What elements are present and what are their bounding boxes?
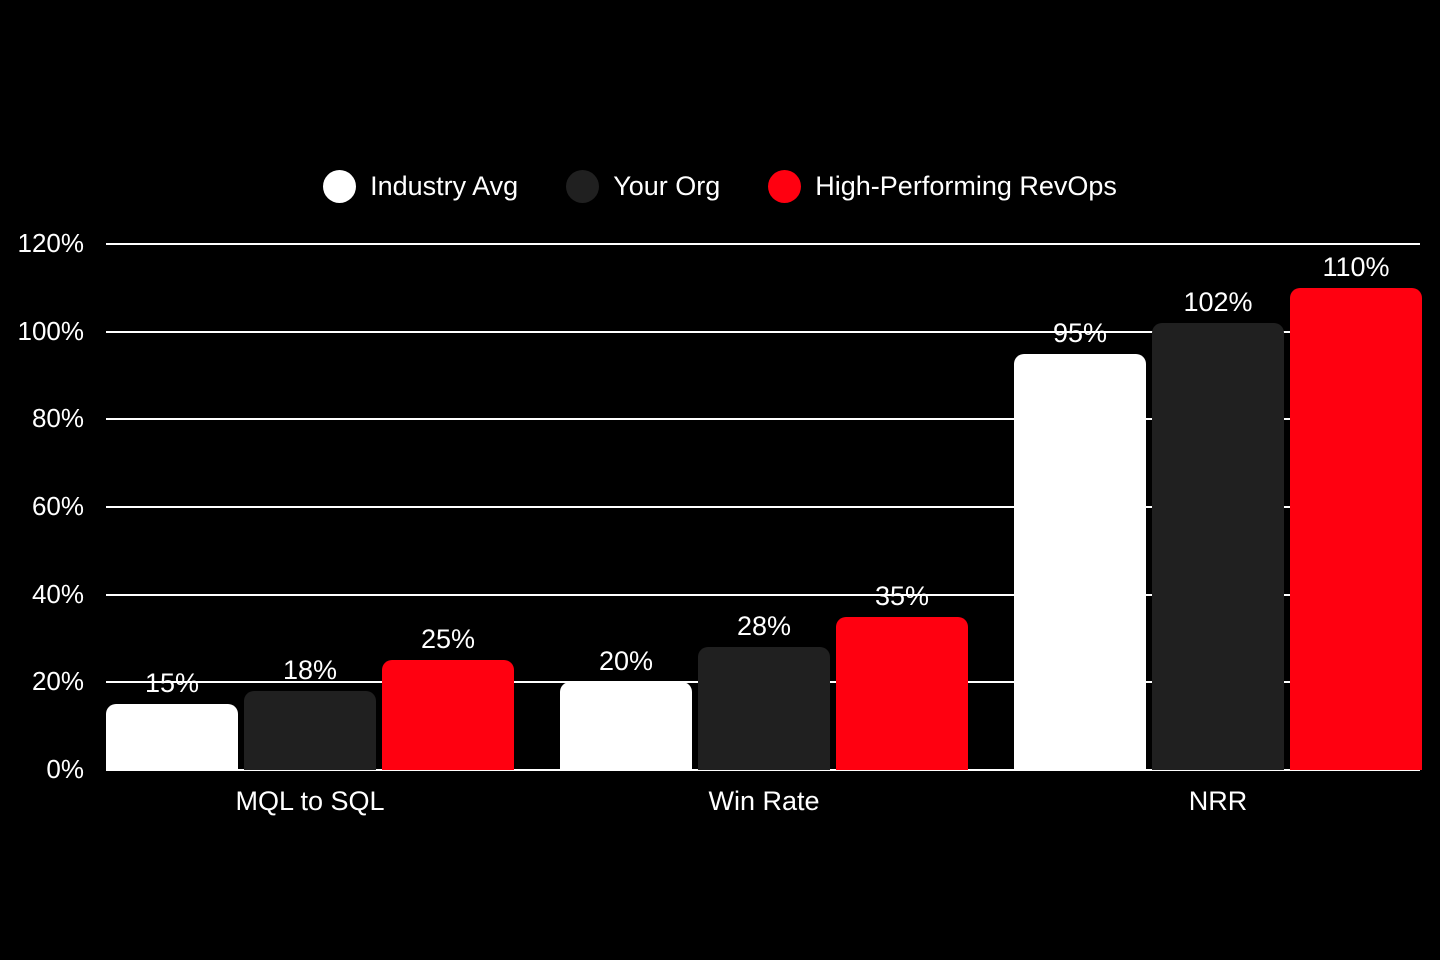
y-axis-tick-label: 80% bbox=[31, 403, 84, 434]
bar-value-label: 18% bbox=[282, 655, 338, 686]
legend-label: High-Performing RevOps bbox=[815, 170, 1117, 201]
x-axis-category-label: NRR bbox=[1188, 786, 1248, 816]
bar-value-label: 95% bbox=[1052, 317, 1108, 348]
bar-your-org[interactable] bbox=[1152, 322, 1284, 770]
y-axis-tick-label: 60% bbox=[31, 491, 84, 521]
bar-industry-avg[interactable] bbox=[106, 704, 238, 770]
bar-value-label: 102% bbox=[1183, 286, 1253, 317]
legend-item-high-performing-revops[interactable]: High-Performing RevOps bbox=[768, 169, 1117, 203]
legend-swatch-icon bbox=[566, 169, 600, 203]
x-axis-baseline bbox=[106, 769, 1420, 771]
gridline bbox=[106, 243, 1420, 245]
bar-your-org[interactable] bbox=[244, 691, 376, 770]
y-axis-tick-label: 20% bbox=[31, 666, 84, 697]
bar-high-performing-revops[interactable] bbox=[1290, 287, 1422, 770]
x-axis-category-label: MQL to SQL bbox=[235, 786, 385, 816]
bar-value-label: 15% bbox=[144, 668, 200, 699]
bar-high-performing-revops[interactable] bbox=[836, 616, 968, 770]
legend-item-your-org[interactable]: Your Org bbox=[566, 169, 721, 203]
bar-your-org[interactable] bbox=[698, 647, 830, 770]
y-axis-tick-label: 120% bbox=[17, 228, 85, 258]
legend-label: Industry Avg bbox=[370, 170, 519, 201]
legend-swatch-icon bbox=[323, 169, 357, 203]
gridline bbox=[106, 418, 1420, 421]
chart-legend: Industry Avg Your Org High-Performing Re… bbox=[0, 166, 1440, 206]
x-axis-category-label: Win Rate bbox=[708, 786, 820, 816]
bar-value-label: 28% bbox=[736, 611, 792, 642]
bar-value-label: 20% bbox=[598, 646, 654, 677]
bar-value-label: 25% bbox=[420, 624, 476, 655]
bar-high-performing-revops[interactable] bbox=[382, 660, 514, 770]
bar-value-label: 110% bbox=[1322, 251, 1390, 282]
gridline bbox=[106, 330, 1420, 333]
y-axis-tick-label: 0% bbox=[46, 754, 84, 784]
legend-label: Your Org bbox=[613, 170, 721, 201]
y-axis-tick-label: 100% bbox=[17, 315, 85, 346]
bar-industry-avg[interactable] bbox=[1014, 353, 1146, 770]
bar-industry-avg[interactable] bbox=[560, 682, 692, 770]
legend-swatch-icon bbox=[768, 169, 802, 203]
y-axis-tick-label: 40% bbox=[31, 578, 84, 609]
legend-item-industry-avg[interactable]: Industry Avg bbox=[323, 169, 519, 203]
gridline bbox=[106, 593, 1420, 596]
gridline bbox=[106, 506, 1420, 508]
bar-value-label: 35% bbox=[874, 580, 930, 611]
